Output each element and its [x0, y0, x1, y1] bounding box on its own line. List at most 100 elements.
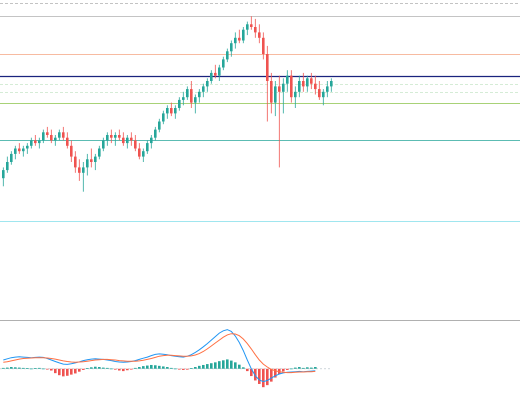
candle-body: [66, 137, 69, 146]
macd-histogram-bar: [262, 368, 265, 388]
candle-body: [290, 75, 293, 98]
candle: [2, 167, 5, 187]
candle: [30, 137, 33, 149]
macd-histogram-bar: [154, 365, 157, 369]
candle: [90, 148, 93, 168]
macd-histogram-bar: [62, 368, 65, 377]
candle: [194, 94, 197, 114]
candle-body: [14, 148, 17, 154]
candle-body: [70, 145, 73, 157]
macd-histogram-bar: [162, 366, 165, 369]
candle: [62, 126, 65, 141]
macd-histogram-bar: [174, 368, 177, 370]
macd-histogram-bar: [314, 367, 317, 369]
candle: [86, 153, 89, 176]
candle: [170, 102, 173, 117]
macd-histogram-bar: [82, 368, 85, 370]
candle: [302, 72, 305, 92]
candle-body: [294, 91, 297, 98]
candle-body: [106, 135, 109, 141]
macd-histogram-bar: [274, 368, 277, 378]
candle: [234, 32, 237, 49]
candle-body: [326, 86, 329, 92]
macd-histogram-bar: [94, 366, 97, 369]
candle-body: [302, 81, 305, 87]
macd-histogram-bar: [198, 365, 201, 369]
candle-body: [170, 108, 173, 114]
candle-body: [114, 135, 117, 138]
macd-histogram-bar: [214, 362, 217, 369]
candle: [270, 72, 273, 114]
candle-body: [254, 27, 257, 33]
candle-body: [26, 145, 29, 149]
candle-body: [2, 170, 5, 179]
candle-body: [30, 140, 33, 146]
candle-body: [154, 129, 157, 138]
macd-histogram-bar: [54, 368, 57, 374]
candle: [278, 75, 281, 168]
candle-body: [162, 113, 165, 122]
macd-histogram-bar: [74, 368, 77, 374]
candle-body: [286, 75, 289, 84]
candle: [182, 91, 185, 106]
candle-body: [74, 156, 77, 168]
macd-histogram-bar: [122, 368, 125, 372]
candle: [14, 145, 17, 160]
macd-histogram-bar: [110, 368, 113, 370]
macd-histogram-bar: [194, 367, 197, 369]
candle-body: [310, 78, 313, 84]
macd-histogram-bar: [166, 367, 169, 369]
candle-body: [266, 54, 269, 81]
macd-histogram-bar: [142, 366, 145, 369]
candle-body: [198, 91, 201, 98]
candle: [226, 48, 229, 63]
candle-body: [122, 137, 125, 144]
candle-body: [318, 89, 321, 98]
candle: [178, 97, 181, 111]
candle-body: [222, 59, 225, 68]
candle-body: [186, 89, 189, 98]
candle-body: [18, 148, 21, 152]
candle: [82, 162, 85, 192]
macd-histogram-bar: [78, 368, 81, 372]
candle-body: [242, 29, 245, 41]
candle: [58, 129, 61, 141]
candle-body: [110, 135, 113, 138]
candle: [154, 126, 157, 141]
candle: [230, 40, 233, 57]
macd-histogram-bar: [114, 368, 117, 370]
candle-body: [258, 32, 261, 38]
macd-histogram-bar: [286, 368, 289, 370]
macd-histogram-bar: [30, 368, 33, 370]
candle: [50, 129, 53, 144]
macd-histogram: [2, 359, 317, 388]
candle-body: [6, 162, 9, 171]
macd-histogram-bar: [266, 368, 269, 386]
macd-histogram-bar: [222, 360, 225, 369]
macd-histogram-bar: [58, 368, 61, 376]
candle-body: [150, 137, 153, 144]
candle: [214, 64, 217, 79]
candle: [98, 145, 101, 160]
candle: [318, 81, 321, 100]
candle: [150, 135, 153, 149]
candle: [42, 129, 45, 144]
price-panel[interactable]: [0, 3, 520, 222]
candle: [258, 24, 261, 44]
macd-histogram-bar: [226, 359, 229, 369]
candle-body: [50, 135, 53, 141]
candle: [22, 145, 25, 157]
macd-histogram-bar: [158, 365, 161, 369]
candle: [218, 64, 221, 81]
candle-body: [306, 78, 309, 87]
candle-body: [194, 97, 197, 103]
candle: [210, 70, 213, 84]
candle: [54, 135, 57, 146]
macd-panel[interactable]: [0, 329, 330, 388]
candle-body: [98, 148, 101, 157]
macd-histogram-bar: [178, 368, 181, 370]
candle-body: [322, 91, 325, 98]
macd-histogram-bar: [126, 368, 129, 371]
candle: [46, 126, 49, 138]
